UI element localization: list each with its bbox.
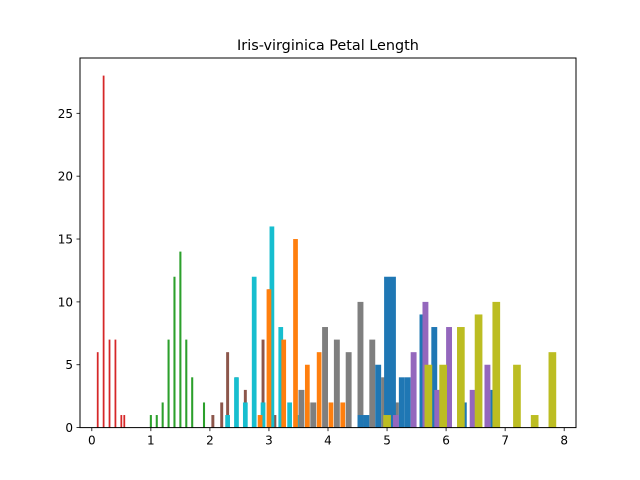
bar-series-0-3 xyxy=(114,339,117,428)
bar-series-2-2 xyxy=(226,352,230,428)
bar-series-4-0 xyxy=(257,415,263,428)
bar-series-4-7 xyxy=(340,402,346,428)
bar-series-1-3 xyxy=(167,339,170,428)
bar-series-5-2 xyxy=(322,327,328,428)
bar-series-2-7 xyxy=(273,415,277,428)
bar-series-6-0 xyxy=(357,415,364,428)
bar-series-3-7 xyxy=(287,402,292,428)
bar-series-6-4 xyxy=(390,276,396,428)
chart-title: Iris-virginica Petal Length xyxy=(237,38,419,54)
y-tick-label: 25 xyxy=(58,107,73,121)
bar-series-6-8 xyxy=(431,327,438,428)
bar-series-3-3 xyxy=(251,276,257,428)
bars-layer xyxy=(96,75,557,428)
bar-series-3-6 xyxy=(278,327,284,428)
bar-series-4-4 xyxy=(304,364,310,428)
x-tick-label: 4 xyxy=(324,434,332,448)
x-tick-label: 8 xyxy=(560,434,568,448)
bar-series-0-0 xyxy=(96,352,99,428)
bar-series-0-4 xyxy=(120,415,123,428)
bar-series-2-5 xyxy=(261,339,265,428)
bar-series-4-3 xyxy=(293,239,298,428)
bar-series-3-5 xyxy=(269,226,275,428)
bar-series-1-7 xyxy=(191,377,194,428)
bar-series-5-8 xyxy=(392,402,399,428)
bar-series-5-1 xyxy=(310,402,317,428)
x-tick-label: 6 xyxy=(442,434,450,448)
bar-series-2-0 xyxy=(211,415,215,428)
bar-series-4-5 xyxy=(316,352,322,428)
bar-series-3-4 xyxy=(260,402,266,428)
bar-series-1-2 xyxy=(161,402,164,428)
y-tick-label: 5 xyxy=(65,358,73,372)
bar-series-5-3 xyxy=(333,339,340,428)
x-tick-label: 3 xyxy=(265,434,273,448)
bar-series-0-1 xyxy=(102,75,105,428)
bar-series-7-5 xyxy=(469,389,476,428)
x-tick-label: 2 xyxy=(206,434,214,448)
bar-series-8-3 xyxy=(457,327,465,428)
bar-series-5-0 xyxy=(298,389,305,428)
x-axis: 0 1 2 3 4 5 6 7 8 xyxy=(88,427,568,448)
bar-series-0-5 xyxy=(123,415,126,428)
bar-series-4-6 xyxy=(328,402,334,428)
bar-series-7-3 xyxy=(434,389,441,428)
bar-series-6-3 xyxy=(384,276,390,428)
bar-series-1-6 xyxy=(185,339,188,428)
bar-series-6-5 xyxy=(398,377,405,428)
bar-series-8-6 xyxy=(513,364,521,428)
bar-series-4-2 xyxy=(281,339,287,428)
bar-series-7-1 xyxy=(410,352,417,428)
y-axis: 0 5 10 15 20 25 xyxy=(58,107,80,435)
bar-series-2-1 xyxy=(220,402,224,428)
bar-series-1-8 xyxy=(202,402,206,428)
bar-series-1-4 xyxy=(173,276,176,428)
bar-series-0-2 xyxy=(108,339,111,428)
bar-series-8-4 xyxy=(474,314,483,428)
y-tick-label: 15 xyxy=(58,233,73,247)
bar-series-5-6 xyxy=(369,339,376,428)
y-tick-label: 10 xyxy=(58,295,73,309)
bar-series-1-1 xyxy=(155,415,158,428)
bar-series-5-5 xyxy=(357,301,364,428)
bar-series-8-8 xyxy=(548,352,557,428)
bar-series-1-5 xyxy=(179,251,182,428)
bar-series-3-8 xyxy=(296,415,301,428)
y-tick-label: 20 xyxy=(58,170,73,184)
x-tick-label: 0 xyxy=(88,434,96,448)
bar-series-8-7 xyxy=(530,415,539,428)
bar-series-7-6 xyxy=(484,364,491,428)
x-tick-label: 5 xyxy=(383,434,391,448)
bar-series-7-0 xyxy=(392,415,399,428)
y-tick-label: 0 xyxy=(65,421,73,435)
bar-series-8-0 xyxy=(383,415,391,428)
bar-series-3-1 xyxy=(234,377,239,428)
bar-series-4-1 xyxy=(266,289,272,428)
bar-series-6-1 xyxy=(363,415,370,428)
bar-series-3-0 xyxy=(225,415,230,428)
bar-series-6-7 xyxy=(419,314,426,428)
bar-series-5-4 xyxy=(345,352,352,428)
bar-series-5-7 xyxy=(381,377,388,428)
x-tick-label: 1 xyxy=(147,434,155,448)
bar-series-6-6 xyxy=(404,377,411,428)
bar-series-1-0 xyxy=(149,415,152,428)
bar-series-6-2 xyxy=(375,364,382,428)
bar-series-8-1 xyxy=(424,364,433,428)
bar-series-8-2 xyxy=(439,364,447,428)
x-tick-label: 7 xyxy=(501,434,509,448)
bar-series-3-2 xyxy=(242,402,248,428)
bar-series-7-4 xyxy=(446,327,452,428)
bar-series-8-5 xyxy=(492,301,501,428)
